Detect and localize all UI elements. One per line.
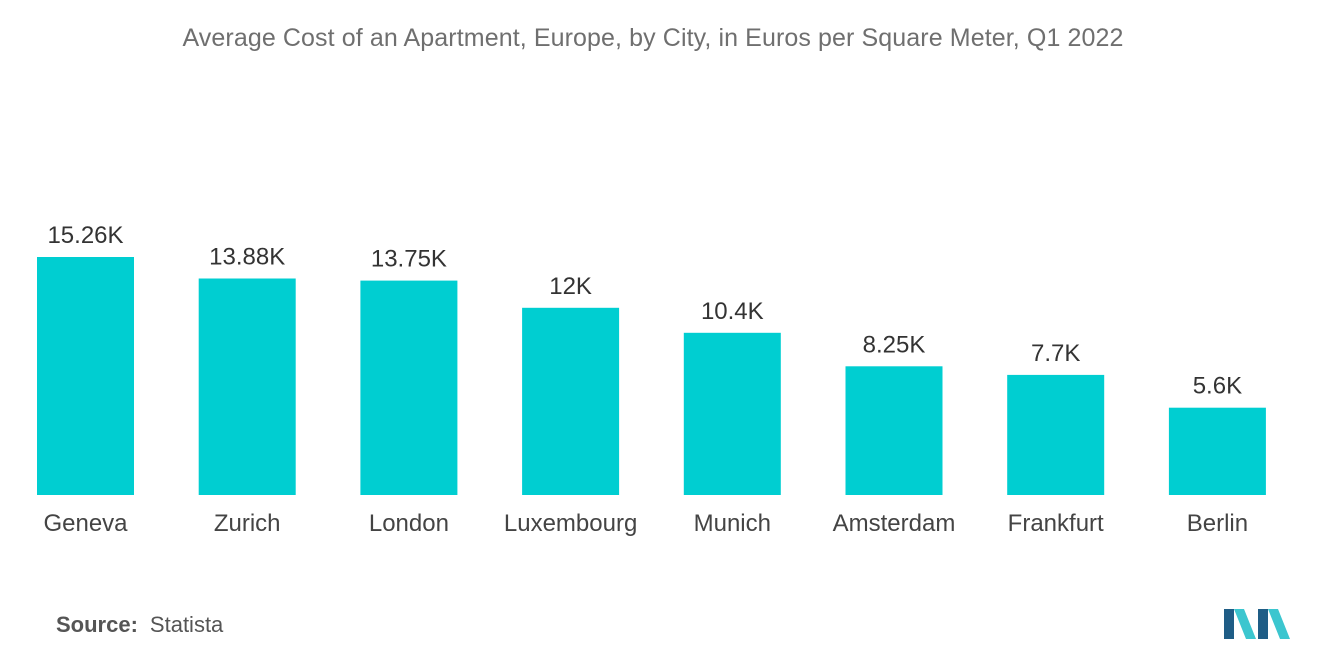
category-label-geneva: Geneva (43, 510, 128, 537)
bar-geneva (37, 257, 134, 495)
bar-amsterdam (845, 366, 943, 495)
value-label-munich: 10.4K (701, 298, 764, 325)
bar-frankfurt (1007, 374, 1105, 495)
source-label: Source: (56, 612, 138, 637)
logo-right-diagonal (1268, 609, 1290, 639)
category-label-berlin: Berlin (1187, 510, 1248, 537)
value-label-luxembourg: 12K (549, 273, 592, 300)
logo-right-stroke (1258, 609, 1268, 639)
value-label-geneva: 15.26K (47, 222, 123, 249)
category-label-london: London (369, 510, 449, 537)
category-label-amsterdam: Amsterdam (833, 510, 956, 537)
brand-logo-icon (1224, 609, 1290, 639)
bar-berlin (1168, 407, 1266, 495)
logo-left-diagonal (1234, 609, 1256, 639)
bar-luxembourg (522, 307, 620, 495)
source-line: Source: Statista (56, 612, 223, 638)
logo-left-stroke (1224, 609, 1234, 639)
chart-title: Average Cost of an Apartment, Europe, by… (182, 24, 1124, 52)
bar-zurich (198, 278, 296, 495)
source-value: Statista (149, 612, 224, 637)
value-label-zurich: 13.88K (209, 244, 285, 271)
category-label-luxembourg: Luxembourg (504, 510, 637, 537)
category-label-munich: Munich (694, 510, 771, 537)
bar-munich (683, 332, 781, 495)
value-label-amsterdam: 8.25K (863, 331, 926, 358)
bar-london (360, 280, 458, 495)
category-label-frankfurt: Frankfurt (1008, 510, 1104, 537)
value-label-berlin: 5.6K (1193, 373, 1242, 400)
category-label-zurich: Zurich (214, 510, 281, 537)
value-label-frankfurt: 7.7K (1031, 340, 1080, 367)
value-label-london: 13.75K (371, 246, 447, 273)
